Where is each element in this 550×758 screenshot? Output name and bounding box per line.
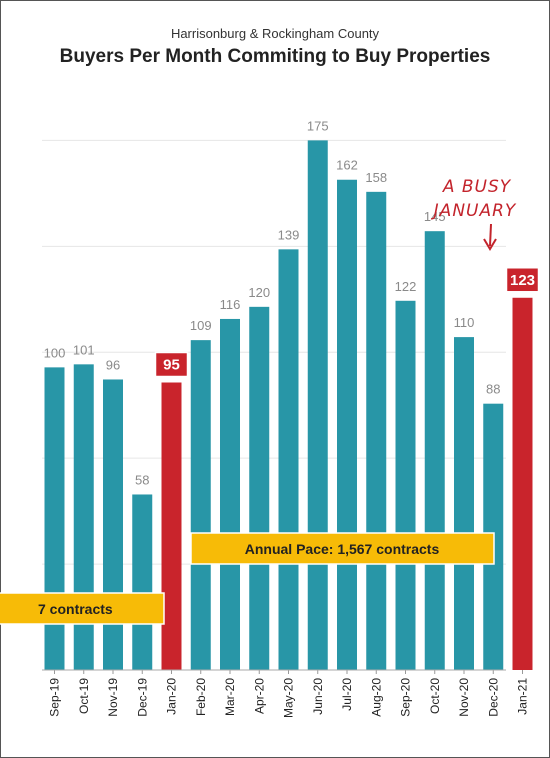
highlight-label-box [505,267,540,293]
x-tick-label: Jan-21 [516,678,530,715]
x-tick-label: Oct-19 [77,678,91,714]
highlight-label-box [154,351,189,378]
chart-subtitle: Harrisonburg & Rockingham County [170,26,380,41]
bar [278,249,299,670]
callout-line-1: A BUSY [442,177,512,197]
bar-value-label: 96 [106,357,120,372]
pace-box-right [190,532,495,565]
callout-line-2: JANUARY [431,201,517,221]
bar-value-label-highlight: 95 [163,357,180,374]
bar-value-label: 175 [307,118,329,133]
bar-value-label: 158 [365,170,387,185]
bar [249,306,270,670]
bar-value-label: 100 [44,345,66,360]
bar-value-label: 162 [336,158,358,173]
pace-text-right: Annual Pace: 1,567 contracts [245,541,440,557]
bar-value-label: 145 [424,209,446,224]
bar-value-label: 116 [220,297,241,312]
x-tick-label: Feb-20 [194,678,208,716]
bar-value-label: 110 [454,315,475,330]
bar [161,382,182,670]
x-tick-label: Dec-20 [486,678,500,717]
pace-box-left [0,592,165,625]
x-tick-label: Apr-20 [252,678,266,714]
bar-value-label: 122 [395,279,417,294]
busy-january-callout: A BUSY JANUARY [431,177,517,251]
x-tick-label: Jan-20 [165,678,179,715]
chart-title: Buyers Per Month Commiting to Buy Proper… [59,46,491,67]
bar [454,337,474,670]
bar [337,179,357,670]
x-tick-label: Dec-19 [135,678,149,717]
x-tick-label: Mar-20 [223,678,237,716]
x-tick-labels: Sep-19 Oct-19 Nov-19 Dec-19 Jan-20 Feb-20 Mar-… [42,669,530,718]
bar [512,297,533,670]
bar [132,494,153,670]
bar-value-label-highlight: 123 [510,272,535,289]
bar [103,379,123,670]
bar-value-label: 101 [73,342,95,357]
value-labels: 100 101 96 58 95 109 116 120 139 175 162 158 122 145 1… [44,118,540,487]
bar [366,191,387,670]
bar-value-label: 109 [190,318,212,333]
annual-pace-annotations: 7 contracts Annual Pace: 1,567 contracts [0,532,495,625]
x-tick-label: Jul-20 [340,678,354,711]
x-tick-label: Nov-20 [457,678,471,717]
bar-value-label: 88 [486,382,500,397]
x-tick-label: Oct-20 [428,678,442,714]
bar [424,231,445,670]
bar-value-label: 120 [248,285,270,300]
x-tick-label: Aug-20 [369,678,383,717]
callout-arrow-head [483,238,497,251]
bar [307,140,328,671]
bar [395,300,416,670]
x-tick-label: May-20 [282,678,296,718]
x-tick-label: Jun-20 [311,678,325,715]
x-tick-label: Sep-19 [48,678,62,717]
bar-value-label: 139 [278,227,300,242]
bar [220,318,240,670]
x-tick-label: Nov-19 [106,678,120,717]
pace-text-left: 7 contracts [38,601,113,617]
callout-arrow-shaft [489,223,492,247]
bar-value-label: 58 [135,472,149,487]
bar [190,340,211,670]
x-tick-label: Sep-20 [399,678,413,717]
